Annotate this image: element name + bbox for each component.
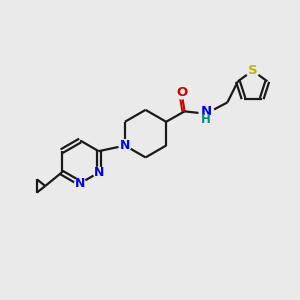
Circle shape xyxy=(246,64,259,77)
Text: O: O xyxy=(176,86,187,99)
Text: H: H xyxy=(201,112,211,126)
Circle shape xyxy=(199,105,214,120)
Text: S: S xyxy=(248,64,257,77)
Circle shape xyxy=(176,87,188,99)
Circle shape xyxy=(93,167,104,178)
Text: N: N xyxy=(75,177,85,190)
Circle shape xyxy=(119,140,131,152)
Text: N: N xyxy=(94,166,104,179)
Text: N: N xyxy=(200,105,211,118)
Circle shape xyxy=(75,178,86,189)
Text: N: N xyxy=(120,139,130,152)
